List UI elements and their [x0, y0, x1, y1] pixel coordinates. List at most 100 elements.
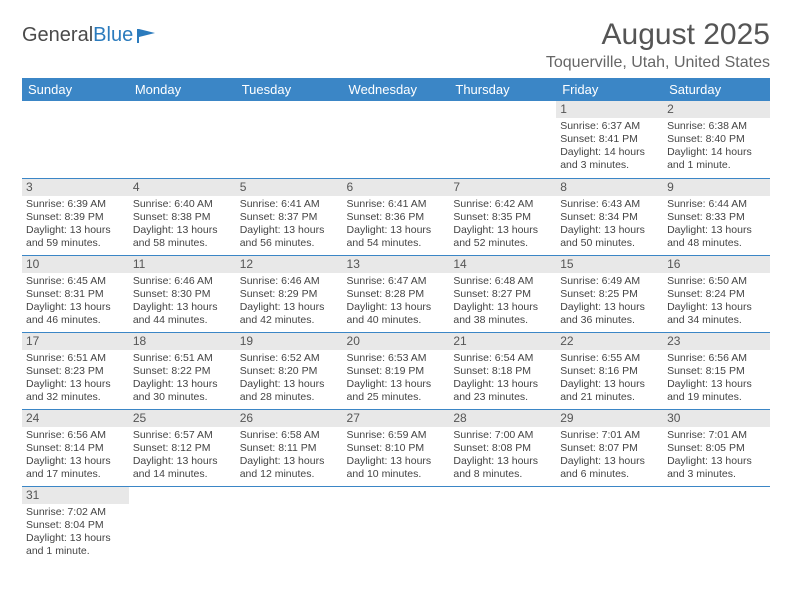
sunset-text: Sunset: 8:24 PM: [667, 288, 766, 301]
sunset-text: Sunset: 8:15 PM: [667, 365, 766, 378]
logo-text-2: Blue: [93, 24, 133, 47]
day-number: 26: [236, 410, 343, 427]
sunrise-text: Sunrise: 6:51 AM: [133, 352, 232, 365]
daylight-text: Daylight: 13 hours: [453, 224, 552, 237]
sunrise-text: Sunrise: 6:39 AM: [26, 198, 125, 211]
calendar-cell: 28Sunrise: 7:00 AMSunset: 8:08 PMDayligh…: [449, 409, 556, 486]
sunrise-text: Sunrise: 6:56 AM: [26, 429, 125, 442]
calendar-cell: 15Sunrise: 6:49 AMSunset: 8:25 PMDayligh…: [556, 255, 663, 332]
daylight-text: Daylight: 13 hours: [667, 224, 766, 237]
sunset-text: Sunset: 8:23 PM: [26, 365, 125, 378]
sunset-text: Sunset: 8:08 PM: [453, 442, 552, 455]
sunset-text: Sunset: 8:39 PM: [26, 211, 125, 224]
sunset-text: Sunset: 8:37 PM: [240, 211, 339, 224]
daylight-text: Daylight: 13 hours: [667, 378, 766, 391]
daylight-text: and 3 minutes.: [667, 468, 766, 481]
daylight-text: and 59 minutes.: [26, 237, 125, 250]
daylight-text: Daylight: 13 hours: [347, 378, 446, 391]
day-number: 13: [343, 256, 450, 273]
daylight-text: Daylight: 13 hours: [26, 224, 125, 237]
daylight-text: and 32 minutes.: [26, 391, 125, 404]
sunset-text: Sunset: 8:07 PM: [560, 442, 659, 455]
daylight-text: and 58 minutes.: [133, 237, 232, 250]
calendar-cell: 19Sunrise: 6:52 AMSunset: 8:20 PMDayligh…: [236, 332, 343, 409]
daylight-text: Daylight: 13 hours: [133, 455, 232, 468]
sunset-text: Sunset: 8:19 PM: [347, 365, 446, 378]
calendar-week: 10Sunrise: 6:45 AMSunset: 8:31 PMDayligh…: [22, 255, 770, 332]
title-block: August 2025 Toquerville, Utah, United St…: [546, 18, 770, 72]
sunrise-text: Sunrise: 6:44 AM: [667, 198, 766, 211]
daylight-text: and 34 minutes.: [667, 314, 766, 327]
calendar-table: SundayMondayTuesdayWednesdayThursdayFrid…: [22, 78, 770, 563]
sunrise-text: Sunrise: 6:56 AM: [667, 352, 766, 365]
sunrise-text: Sunrise: 6:49 AM: [560, 275, 659, 288]
day-number: 29: [556, 410, 663, 427]
day-number: 16: [663, 256, 770, 273]
day-number: 3: [22, 179, 129, 196]
sunset-text: Sunset: 8:04 PM: [26, 519, 125, 532]
calendar-cell: 9Sunrise: 6:44 AMSunset: 8:33 PMDaylight…: [663, 178, 770, 255]
calendar-cell: [236, 486, 343, 563]
daylight-text: and 1 minute.: [26, 545, 125, 558]
calendar-cell: 2Sunrise: 6:38 AMSunset: 8:40 PMDaylight…: [663, 101, 770, 178]
daylight-text: Daylight: 13 hours: [240, 224, 339, 237]
daylight-text: Daylight: 13 hours: [133, 301, 232, 314]
calendar-cell: 22Sunrise: 6:55 AMSunset: 8:16 PMDayligh…: [556, 332, 663, 409]
sunset-text: Sunset: 8:31 PM: [26, 288, 125, 301]
day-header: Friday: [556, 78, 663, 101]
day-number: 4: [129, 179, 236, 196]
daylight-text: and 52 minutes.: [453, 237, 552, 250]
calendar-cell: 29Sunrise: 7:01 AMSunset: 8:07 PMDayligh…: [556, 409, 663, 486]
calendar-cell: 21Sunrise: 6:54 AMSunset: 8:18 PMDayligh…: [449, 332, 556, 409]
calendar-cell: 16Sunrise: 6:50 AMSunset: 8:24 PMDayligh…: [663, 255, 770, 332]
sunset-text: Sunset: 8:18 PM: [453, 365, 552, 378]
daylight-text: and 14 minutes.: [133, 468, 232, 481]
daylight-text: and 48 minutes.: [667, 237, 766, 250]
sunrise-text: Sunrise: 6:43 AM: [560, 198, 659, 211]
calendar-cell: 31Sunrise: 7:02 AMSunset: 8:04 PMDayligh…: [22, 486, 129, 563]
sunrise-text: Sunrise: 6:41 AM: [240, 198, 339, 211]
calendar-cell: [343, 101, 450, 178]
calendar-body: 1Sunrise: 6:37 AMSunset: 8:41 PMDaylight…: [22, 101, 770, 563]
sunset-text: Sunset: 8:36 PM: [347, 211, 446, 224]
sunset-text: Sunset: 8:34 PM: [560, 211, 659, 224]
calendar-cell: 26Sunrise: 6:58 AMSunset: 8:11 PMDayligh…: [236, 409, 343, 486]
calendar-week: 31Sunrise: 7:02 AMSunset: 8:04 PMDayligh…: [22, 486, 770, 563]
daylight-text: and 19 minutes.: [667, 391, 766, 404]
calendar-cell: [343, 486, 450, 563]
day-header: Wednesday: [343, 78, 450, 101]
day-number: 23: [663, 333, 770, 350]
day-number: 8: [556, 179, 663, 196]
sunset-text: Sunset: 8:20 PM: [240, 365, 339, 378]
daylight-text: Daylight: 13 hours: [133, 224, 232, 237]
daylight-text: and 3 minutes.: [560, 159, 659, 172]
sunset-text: Sunset: 8:10 PM: [347, 442, 446, 455]
sunrise-text: Sunrise: 6:55 AM: [560, 352, 659, 365]
daylight-text: Daylight: 13 hours: [240, 455, 339, 468]
day-number: 12: [236, 256, 343, 273]
day-number: 30: [663, 410, 770, 427]
calendar-cell: 7Sunrise: 6:42 AMSunset: 8:35 PMDaylight…: [449, 178, 556, 255]
sunset-text: Sunset: 8:16 PM: [560, 365, 659, 378]
day-number: 10: [22, 256, 129, 273]
sunset-text: Sunset: 8:25 PM: [560, 288, 659, 301]
calendar-cell: [663, 486, 770, 563]
calendar-cell: 12Sunrise: 6:46 AMSunset: 8:29 PMDayligh…: [236, 255, 343, 332]
calendar-cell: 8Sunrise: 6:43 AMSunset: 8:34 PMDaylight…: [556, 178, 663, 255]
daylight-text: Daylight: 13 hours: [667, 455, 766, 468]
sunset-text: Sunset: 8:38 PM: [133, 211, 232, 224]
calendar-cell: 17Sunrise: 6:51 AMSunset: 8:23 PMDayligh…: [22, 332, 129, 409]
daylight-text: Daylight: 13 hours: [240, 378, 339, 391]
daylight-text: Daylight: 13 hours: [560, 378, 659, 391]
calendar-cell: 11Sunrise: 6:46 AMSunset: 8:30 PMDayligh…: [129, 255, 236, 332]
daylight-text: and 12 minutes.: [240, 468, 339, 481]
daylight-text: and 56 minutes.: [240, 237, 339, 250]
day-header-row: SundayMondayTuesdayWednesdayThursdayFrid…: [22, 78, 770, 101]
sunset-text: Sunset: 8:11 PM: [240, 442, 339, 455]
location: Toquerville, Utah, United States: [546, 54, 770, 72]
daylight-text: Daylight: 13 hours: [26, 532, 125, 545]
calendar-cell: [129, 486, 236, 563]
sunset-text: Sunset: 8:33 PM: [667, 211, 766, 224]
calendar-cell: [129, 101, 236, 178]
daylight-text: and 38 minutes.: [453, 314, 552, 327]
